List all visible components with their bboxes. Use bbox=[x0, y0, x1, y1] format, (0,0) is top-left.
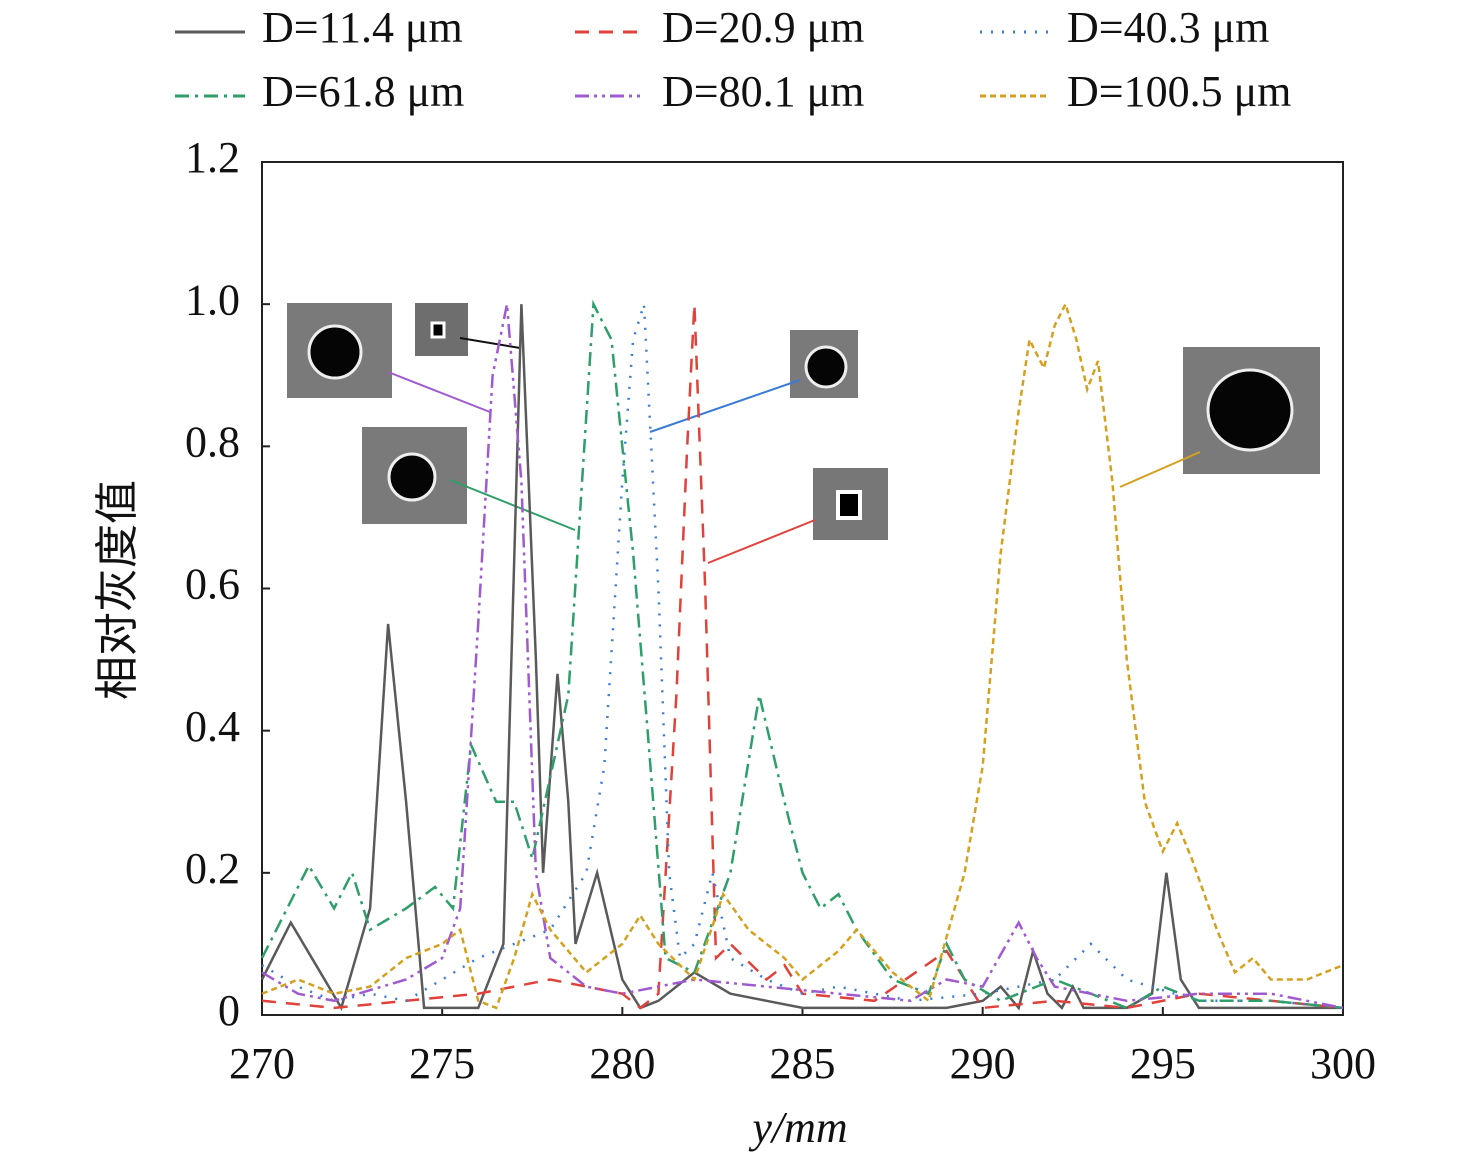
x-tick-label: 285 bbox=[770, 1039, 836, 1088]
y-tick-label: 0.4 bbox=[185, 702, 240, 751]
plot-frame bbox=[261, 161, 1344, 1016]
x-tick-label: 290 bbox=[950, 1039, 1016, 1088]
inset-particle bbox=[307, 324, 363, 380]
series-line bbox=[261, 304, 1344, 1010]
x-tick-label: 295 bbox=[1130, 1039, 1196, 1088]
x-tick-label: 270 bbox=[229, 1039, 295, 1088]
y-axis-title: 相对灰度值 bbox=[93, 480, 142, 700]
y-tick-label: 1.2 bbox=[185, 133, 240, 182]
inset-pointer bbox=[387, 371, 491, 413]
inset-pointer bbox=[707, 519, 816, 564]
series-line bbox=[260, 299, 1344, 1010]
x-tick-label: 275 bbox=[409, 1039, 475, 1088]
series-line bbox=[261, 303, 1344, 1010]
insets bbox=[287, 303, 1320, 564]
y-tick-label: 1.0 bbox=[185, 275, 240, 324]
inset-particle bbox=[836, 490, 862, 520]
legend-label: D=61.8 μm bbox=[262, 67, 464, 116]
inset-pointer bbox=[459, 337, 521, 349]
legend-label: D=80.1 μm bbox=[662, 67, 864, 116]
legend-label: D=100.5 μm bbox=[1067, 67, 1291, 116]
x-tick-label: 280 bbox=[589, 1039, 655, 1088]
inset-particle bbox=[387, 452, 437, 502]
legend-label: D=20.9 μm bbox=[662, 3, 864, 52]
x-tick-label: 300 bbox=[1310, 1039, 1376, 1088]
inset-particle bbox=[804, 345, 848, 389]
x-axis-title: y/mm bbox=[748, 1103, 847, 1152]
y-tick-label: 0.6 bbox=[185, 560, 240, 609]
inset-pointer bbox=[649, 379, 801, 433]
y-tick-label: 0.2 bbox=[185, 844, 240, 893]
y-tick-label: 0 bbox=[218, 986, 240, 1035]
inset-pointer bbox=[449, 479, 576, 531]
inset-particle bbox=[1206, 368, 1294, 452]
y-tick-label: 0.8 bbox=[185, 417, 240, 466]
series-line bbox=[261, 300, 1344, 1010]
series-line bbox=[260, 304, 1343, 1012]
series-line bbox=[261, 303, 1344, 1010]
legend-label: D=11.4 μm bbox=[262, 3, 463, 52]
inset-particle bbox=[430, 321, 446, 339]
inset-pointer bbox=[1119, 451, 1201, 488]
legend-label: D=40.3 μm bbox=[1067, 3, 1269, 52]
